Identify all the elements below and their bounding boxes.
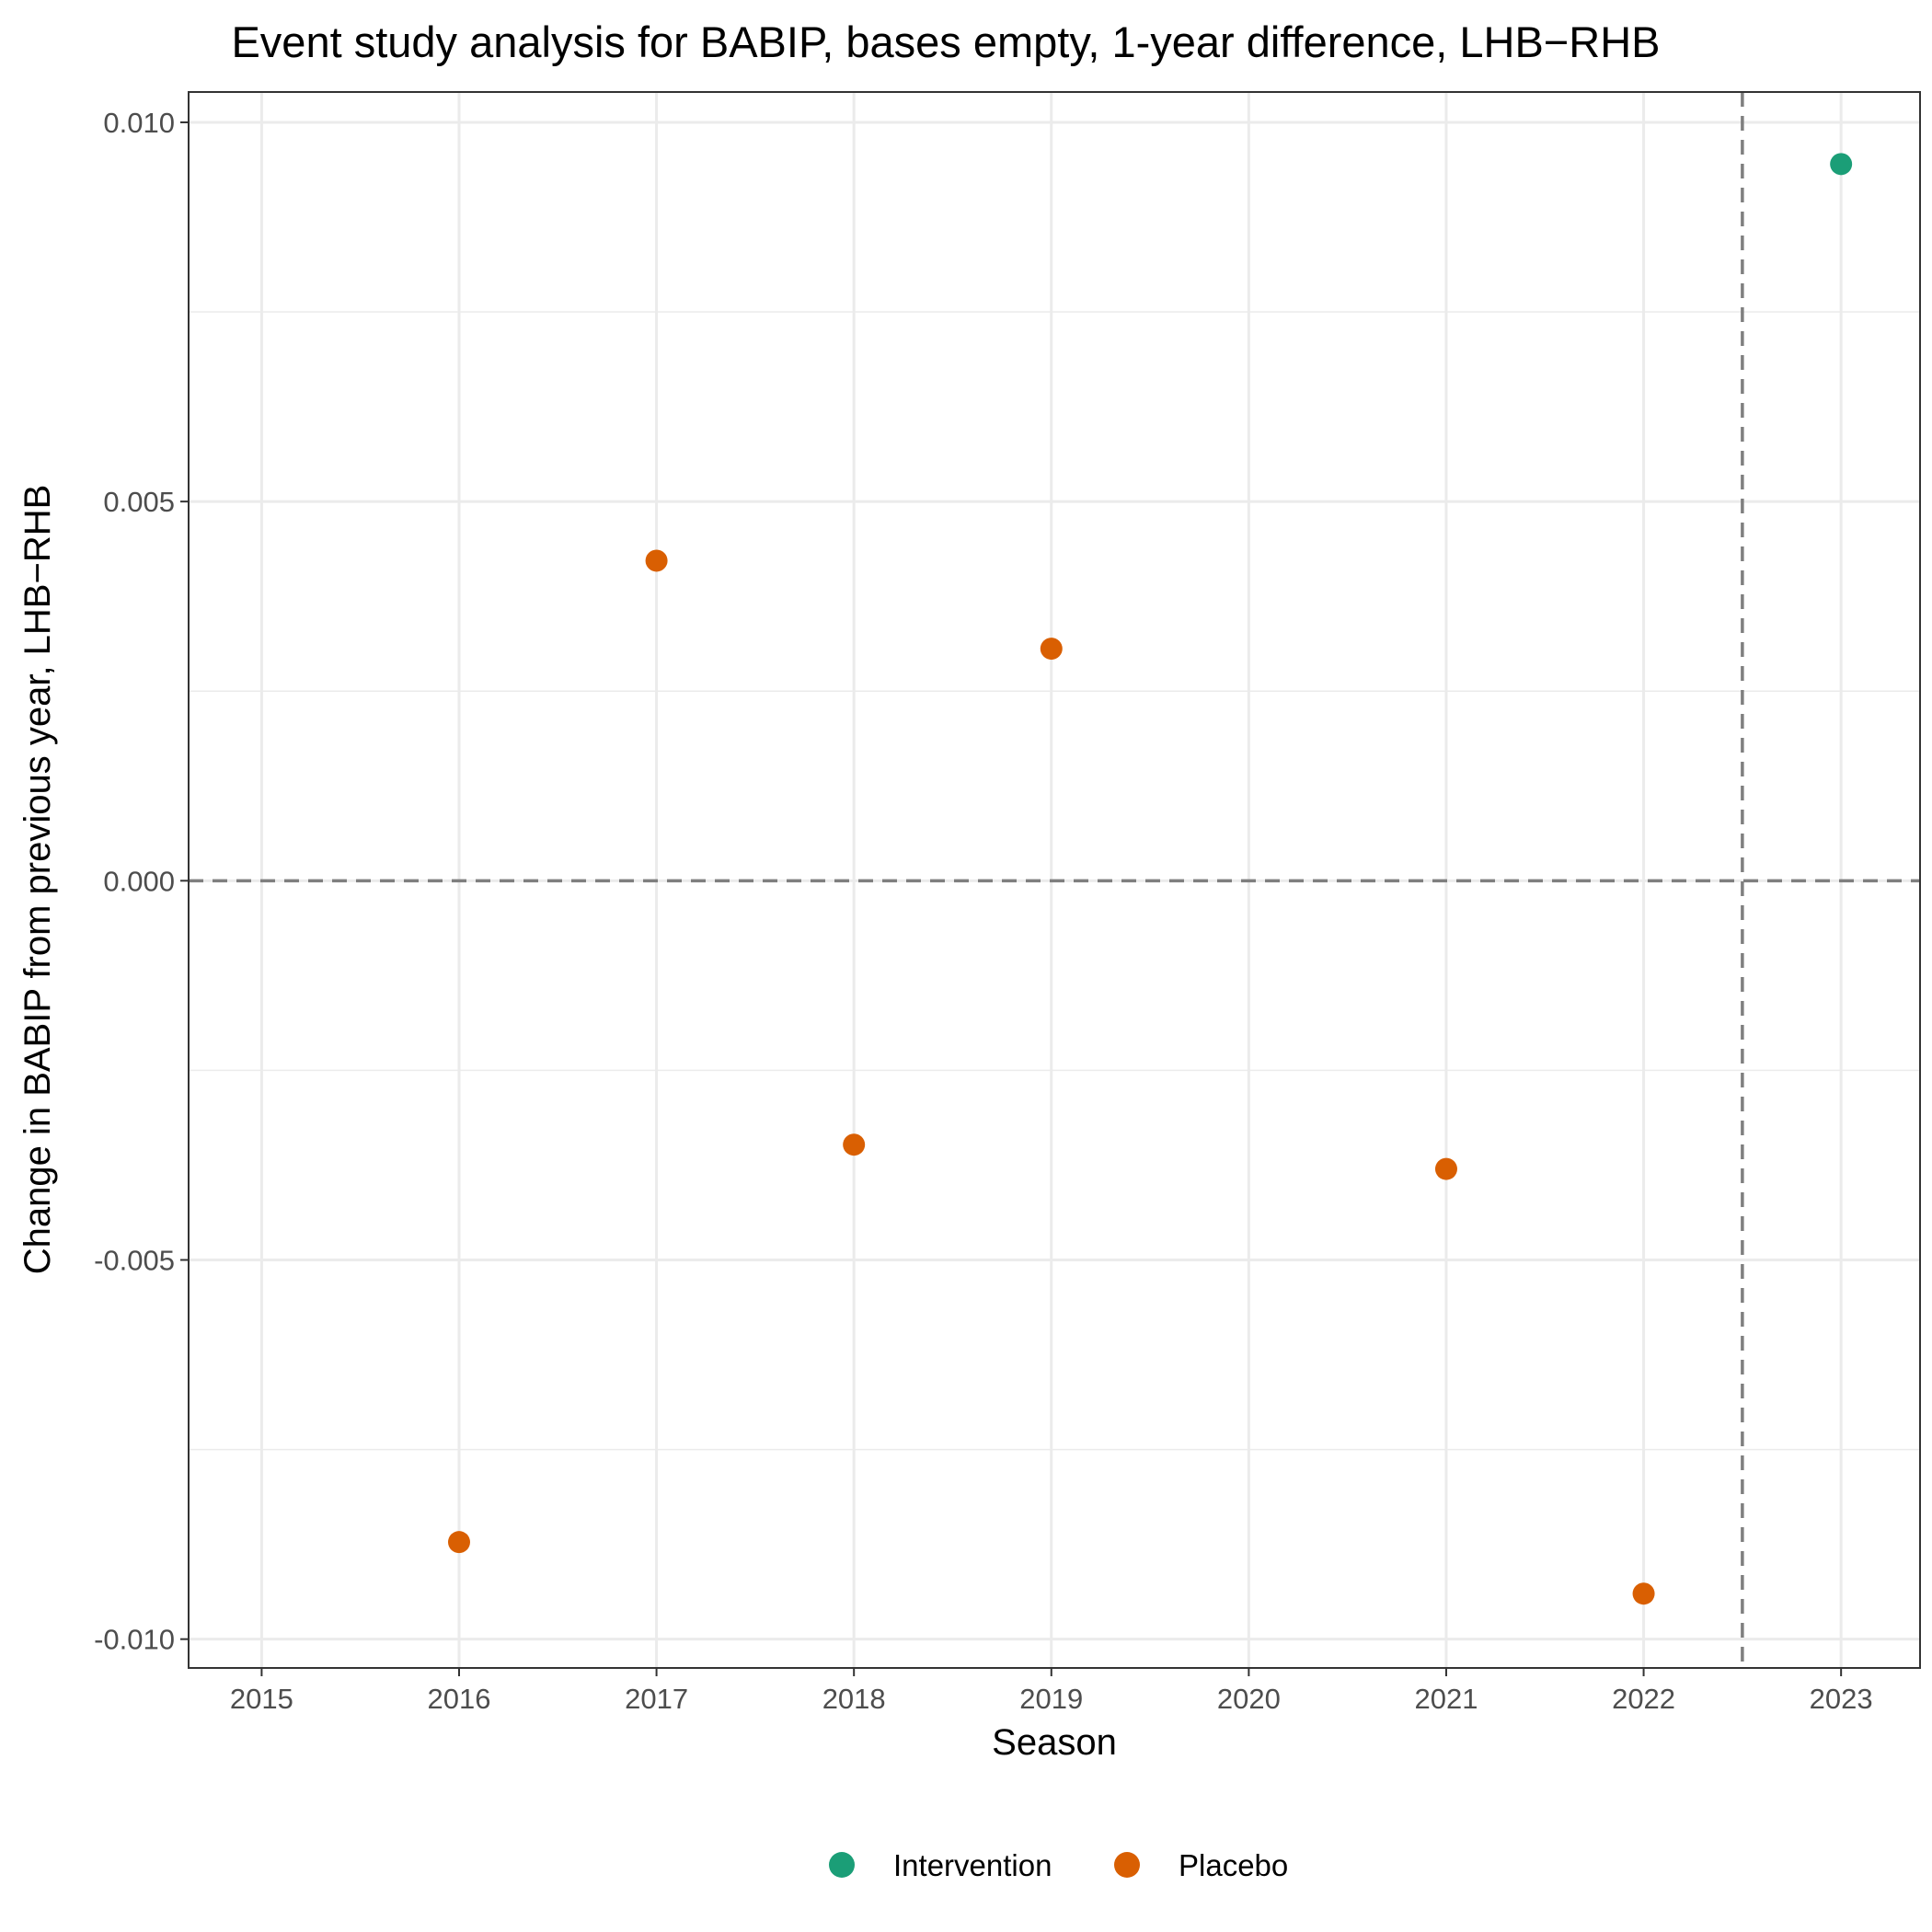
legend-key-intervention	[829, 1852, 855, 1878]
y-tick-label: 0.005	[103, 486, 175, 518]
x-axis: 2015 2016 2017 2018 2019 2020 2021 2022 2023	[230, 1668, 1873, 1715]
placebo-point	[447, 1531, 470, 1554]
reference-lines	[189, 92, 1920, 1668]
minor-gridlines	[189, 311, 1920, 1451]
x-tick-label: 2019	[1019, 1683, 1083, 1715]
y-axis: -0.010 -0.005 0.000 0.005 0.010	[94, 107, 189, 1656]
placebo-point	[843, 1133, 866, 1156]
chart-title: Event study analysis for BABIP, bases em…	[231, 17, 1660, 66]
x-tick-label: 2021	[1414, 1683, 1478, 1715]
placebo-point	[1434, 1157, 1457, 1180]
legend-label-intervention: Intervention	[893, 1848, 1052, 1882]
y-tick-label: 0.010	[103, 107, 175, 139]
x-tick-label: 2018	[822, 1683, 886, 1715]
placebo-point	[1632, 1582, 1655, 1605]
y-tick-label: -0.010	[94, 1624, 175, 1656]
x-tick-label: 2020	[1217, 1683, 1281, 1715]
y-axis-title: Change in BABIP from previous year, LHB−…	[17, 485, 58, 1275]
x-tick-label: 2023	[1810, 1683, 1873, 1715]
legend-label-placebo: Placebo	[1179, 1848, 1288, 1882]
legend-item-intervention: Intervention	[829, 1848, 1052, 1882]
legend-item-placebo: Placebo	[1114, 1848, 1288, 1882]
x-tick-label: 2017	[625, 1683, 688, 1715]
placebo-point	[1040, 638, 1063, 661]
x-tick-label: 2022	[1612, 1683, 1675, 1715]
y-tick-label: 0.000	[103, 865, 175, 897]
legend: Intervention Placebo	[829, 1848, 1288, 1882]
legend-key-placebo	[1114, 1852, 1140, 1878]
intervention-point	[1830, 153, 1853, 176]
data-points	[447, 153, 1853, 1605]
x-tick-label: 2015	[230, 1683, 293, 1715]
x-axis-title: Season	[992, 1722, 1117, 1763]
x-tick-label: 2016	[428, 1683, 491, 1715]
placebo-point	[645, 549, 668, 572]
y-tick-label: -0.005	[94, 1244, 175, 1276]
